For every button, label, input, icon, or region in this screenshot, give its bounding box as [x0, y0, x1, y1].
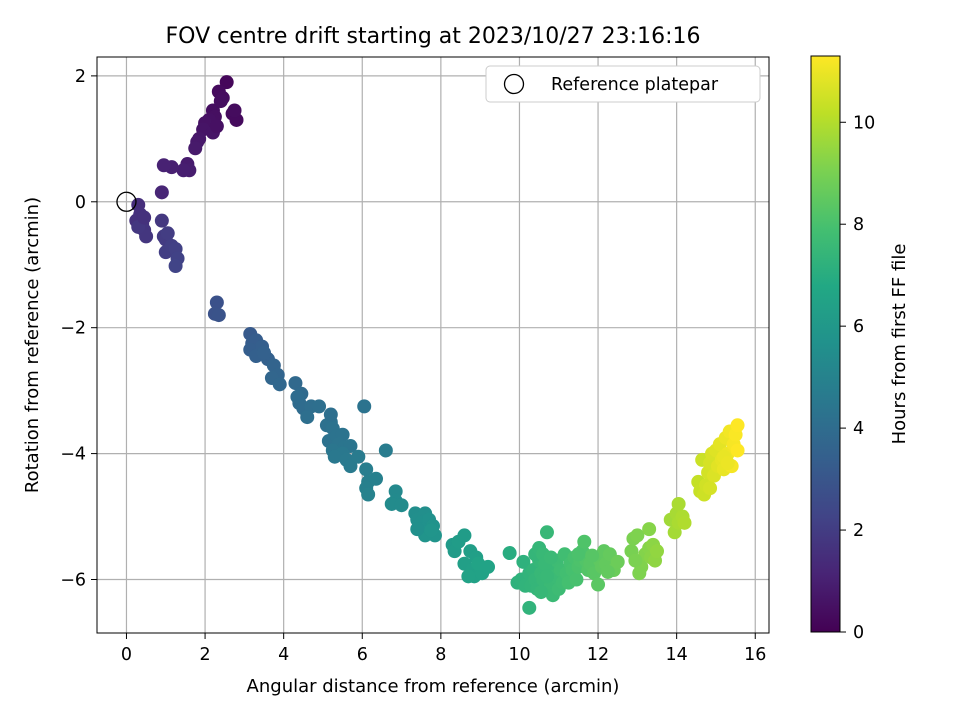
- colorbar-tick-label: 4: [853, 419, 864, 439]
- data-point: [209, 119, 224, 134]
- data-point: [577, 534, 592, 549]
- y-axis-ticks: −6 −4 −2 0 2: [60, 67, 97, 590]
- data-point: [630, 528, 645, 543]
- data-point: [343, 459, 358, 474]
- data-point: [378, 443, 393, 458]
- data-points: [129, 75, 745, 615]
- data-point: [219, 75, 234, 90]
- y-tick-label: −6: [60, 570, 86, 590]
- y-tick-label: 0: [75, 193, 86, 213]
- data-point: [369, 471, 384, 486]
- data-point: [628, 553, 643, 568]
- data-point: [457, 528, 472, 543]
- data-point: [642, 522, 657, 537]
- data-point: [730, 443, 745, 458]
- data-point: [600, 564, 615, 579]
- data-point: [610, 554, 625, 569]
- data-point: [168, 258, 183, 273]
- colorbar-label: Hours from first FF file: [889, 244, 910, 445]
- data-point: [154, 185, 169, 200]
- data-point: [290, 389, 305, 404]
- data-point: [176, 163, 191, 178]
- data-point: [471, 556, 486, 571]
- y-tick-label: −4: [60, 445, 86, 465]
- data-point: [461, 569, 476, 584]
- legend-box: [485, 65, 761, 103]
- data-point: [569, 572, 584, 587]
- data-point: [394, 498, 409, 513]
- reference-point: [116, 191, 137, 212]
- data-point: [516, 554, 531, 569]
- data-point: [188, 141, 203, 156]
- x-tick-label: 12: [587, 645, 609, 665]
- y-axis-label: Rotation from reference (arcmin): [22, 197, 43, 493]
- x-tick-label: 10: [508, 645, 530, 665]
- data-point: [677, 515, 692, 530]
- data-point: [650, 544, 664, 559]
- data-point: [585, 548, 600, 563]
- data-point: [410, 522, 425, 537]
- legend-entry-label: Reference platepar: [551, 75, 719, 95]
- legend-marker-icon: [503, 73, 525, 95]
- data-point: [312, 399, 327, 414]
- data-point: [632, 566, 647, 581]
- data-point: [730, 418, 745, 433]
- data-point: [571, 547, 586, 562]
- x-tick-label: 14: [666, 645, 688, 665]
- data-point: [323, 407, 338, 422]
- data-point: [351, 449, 366, 464]
- data-point: [361, 487, 376, 502]
- data-point: [211, 308, 226, 323]
- colorbar-tick-label: 10: [853, 113, 875, 133]
- colorbar-tick-label: 0: [853, 623, 864, 643]
- data-point: [272, 377, 287, 392]
- data-point: [257, 345, 272, 360]
- reference-marker: [116, 191, 137, 212]
- data-point: [671, 496, 686, 511]
- y-tick-label: 2: [75, 67, 86, 87]
- x-tick-label: 8: [435, 645, 446, 665]
- data-point: [720, 456, 735, 471]
- data-point: [522, 600, 537, 615]
- legend: Reference platepar: [485, 65, 761, 103]
- data-point: [300, 410, 315, 425]
- data-point: [209, 295, 224, 310]
- x-tick-label: 16: [744, 645, 766, 665]
- colorbar: 0 2 4 6 8 10 Hours from first FF file: [810, 55, 910, 643]
- data-point: [160, 226, 175, 241]
- data-point: [227, 103, 242, 118]
- data-point: [139, 229, 154, 244]
- data-point: [213, 94, 228, 109]
- x-tick-label: 2: [199, 645, 210, 665]
- data-point: [539, 525, 554, 540]
- data-point: [156, 158, 171, 173]
- x-axis-label: Angular distance from reference (arcmin): [247, 676, 620, 697]
- data-point: [357, 399, 372, 414]
- data-point: [502, 546, 517, 561]
- data-point: [539, 569, 554, 584]
- colorbar-gradient: [810, 55, 841, 633]
- data-point: [534, 585, 549, 600]
- data-point: [359, 462, 374, 477]
- x-tick-label: 4: [278, 645, 289, 665]
- colorbar-tick-label: 6: [853, 317, 864, 337]
- data-point: [543, 550, 558, 565]
- data-point: [327, 449, 342, 464]
- data-point: [154, 213, 169, 228]
- data-point: [591, 577, 606, 592]
- plot-frame: [96, 56, 770, 634]
- data-point: [137, 210, 152, 225]
- data-point: [703, 481, 718, 496]
- chart-title: FOV centre drift starting at 2023/10/27 …: [166, 24, 701, 49]
- data-point: [424, 523, 439, 538]
- colorbar-tick-label: 8: [853, 215, 864, 235]
- colorbar-tick-label: 2: [853, 521, 864, 541]
- x-tick-label: 6: [357, 645, 368, 665]
- y-tick-label: −2: [60, 319, 86, 339]
- colorbar-ticks: 0 2 4 6 8 10: [840, 113, 875, 643]
- data-point: [288, 376, 303, 391]
- x-axis-ticks: 0 2 4 6 8 10 12 14 16: [121, 633, 766, 665]
- x-tick-label: 0: [121, 645, 132, 665]
